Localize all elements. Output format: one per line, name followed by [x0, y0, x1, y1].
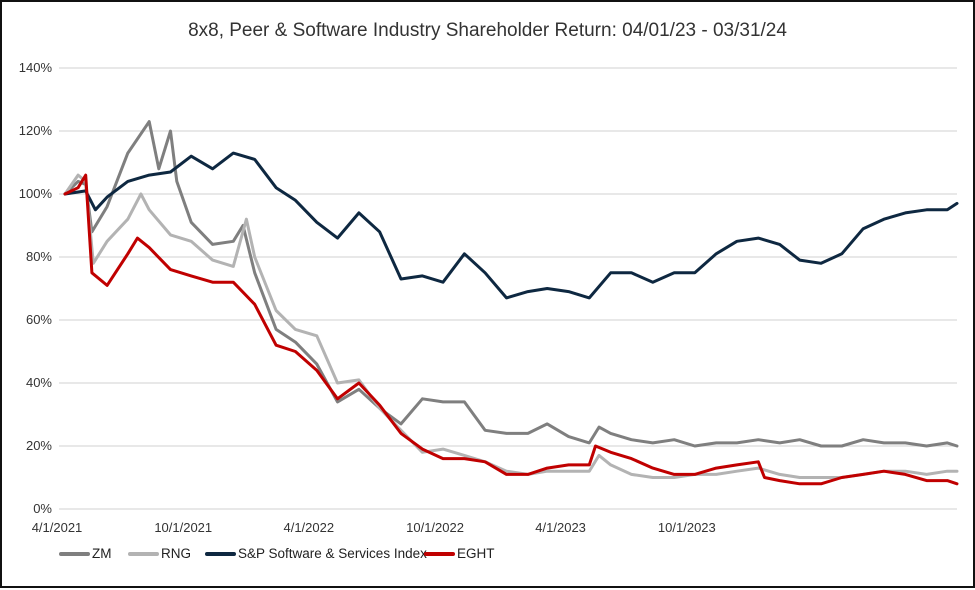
legend-swatch-sp-index	[205, 551, 236, 556]
legend-swatch-zm	[59, 551, 90, 556]
y-tick-label: 140%	[19, 60, 53, 75]
series-line-zm	[63, 120, 959, 448]
legend-label-zm: ZM	[92, 546, 112, 561]
chart-title: 8x8, Peer & Software Industry Shareholde…	[188, 20, 787, 41]
legend-swatch-rng	[128, 551, 159, 556]
y-tick-label: 120%	[19, 123, 53, 138]
x-tick-label: 10/1/2023	[658, 520, 716, 535]
legend-item-eght: EGHT	[424, 546, 495, 561]
x-tick-label: 4/1/2021	[32, 520, 83, 535]
legend: ZM RNG S&P Software & Services Index EGH…	[2, 546, 975, 566]
legend-label-rng: RNG	[161, 546, 191, 561]
series-line-eght	[63, 173, 959, 486]
legend-swatch-eght	[424, 551, 455, 556]
legend-label-sp-index: S&P Software & Services Index	[238, 546, 427, 561]
legend-item-sp-index: S&P Software & Services Index	[205, 546, 427, 561]
x-tick-label: 10/1/2021	[154, 520, 212, 535]
legend-label-eght: EGHT	[457, 546, 495, 561]
y-tick-label: 80%	[26, 249, 52, 264]
legend-item-zm: ZM	[59, 546, 112, 561]
y-tick-label: 100%	[19, 186, 53, 201]
series-line-s-p-software-services-index	[63, 151, 959, 300]
x-tick-label: 4/1/2023	[535, 520, 586, 535]
y-tick-label: 0%	[33, 501, 52, 516]
y-tick-label: 20%	[26, 438, 52, 453]
y-tick-label: 40%	[26, 375, 52, 390]
x-tick-label: 10/1/2022	[406, 520, 464, 535]
x-tick-label: 4/1/2022	[283, 520, 334, 535]
legend-item-rng: RNG	[128, 546, 191, 561]
y-tick-label: 60%	[26, 312, 52, 327]
